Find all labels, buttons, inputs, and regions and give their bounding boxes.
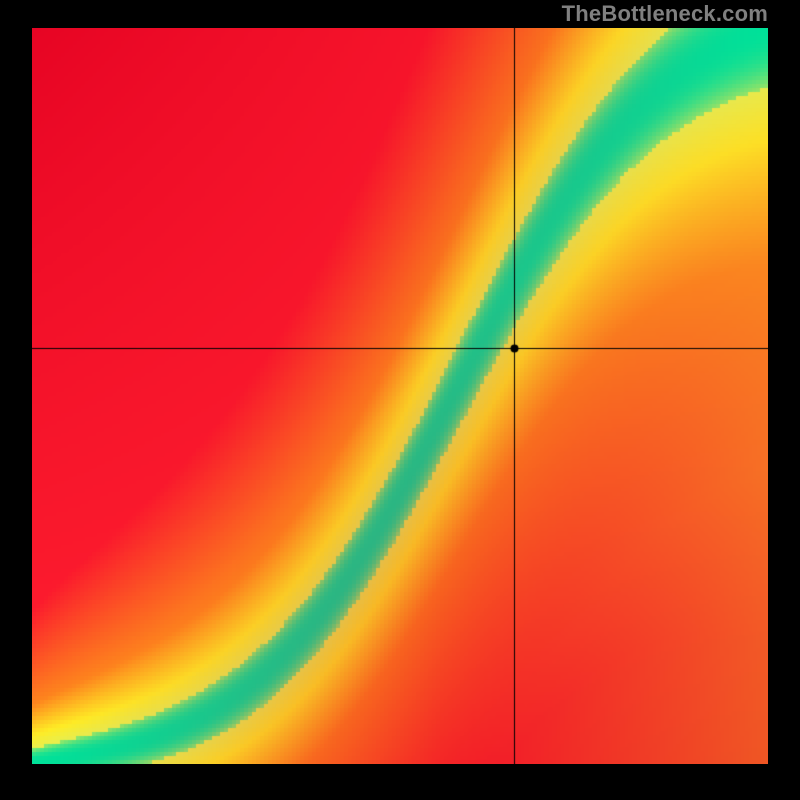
watermark: TheBottleneck.com	[0, 0, 800, 28]
chart-container: TheBottleneck.com	[0, 0, 800, 800]
heatmap-plot	[32, 28, 768, 764]
